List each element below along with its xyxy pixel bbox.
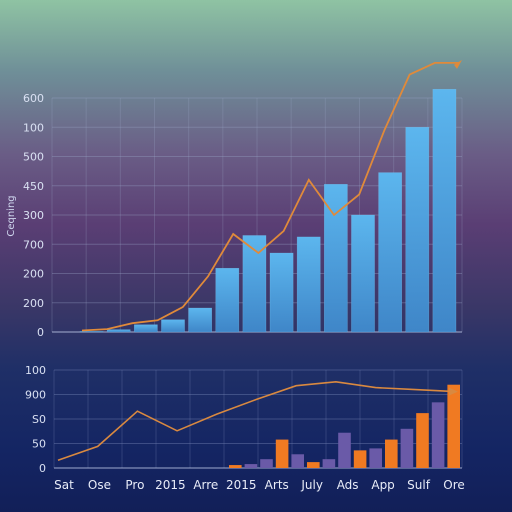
- top-trend-arrowhead: [454, 59, 462, 69]
- bottom-x-tick-label: Sulf: [407, 478, 431, 492]
- top-y-tick-label: 0: [37, 326, 44, 339]
- bottom-x-tick-label: 2015: [226, 478, 257, 492]
- bottom-x-tick-label: Ads: [337, 478, 359, 492]
- bottom-x-tick-label: App: [371, 478, 394, 492]
- bottom-x-tick-label: 2015: [155, 478, 186, 492]
- top-side-label: Ceqning: [6, 195, 17, 236]
- bottom-y-tick-label: 100: [25, 364, 46, 377]
- top-bar: [432, 88, 457, 333]
- bottom-bar: [353, 450, 367, 468]
- top-y-tick-label: 200: [23, 297, 44, 310]
- bottom-x-tick-label: Arre: [193, 478, 218, 492]
- bottom-bar: [447, 384, 460, 468]
- top-bar: [269, 252, 294, 333]
- top-bar: [106, 329, 131, 333]
- top-y-tick-label: 700: [23, 238, 44, 251]
- top-y-tick-label: 600: [23, 92, 44, 105]
- bottom-x-tick-label: Ore: [443, 478, 465, 492]
- bottom-bar: [385, 439, 398, 468]
- bottom-bar: [322, 459, 336, 468]
- bottom-y-tick-label: 900: [25, 389, 46, 402]
- bottom-y-tick-label: 50: [32, 438, 46, 451]
- top-bar: [161, 319, 185, 333]
- top-bar: [134, 324, 158, 333]
- bottom-x-tick-label: Arts: [265, 478, 289, 492]
- bottom-x-tick-label: Pro: [125, 478, 144, 492]
- bottom-bar: [260, 459, 273, 468]
- bottom-x-tick-label: Ose: [88, 478, 111, 492]
- top-bar-chart: 600 100 500 450 300 700 200 200 0 Ceqning: [6, 59, 463, 339]
- bottom-bar-chart: 100 900 S0 50 0 Sat Ose Pro 2015 Arre 2015 Arts July…: [25, 364, 465, 492]
- bottom-trend-arrowhead: [449, 387, 458, 396]
- top-bar: [215, 267, 240, 333]
- top-y-tick-label: 300: [23, 209, 44, 222]
- bottom-bar: [416, 413, 429, 468]
- bottom-bar: [307, 462, 320, 468]
- top-bar: [79, 331, 104, 333]
- bottom-bar: [400, 428, 414, 468]
- top-trend-line: [81, 62, 460, 332]
- top-bar: [296, 236, 321, 333]
- top-bar: [405, 127, 430, 333]
- bottom-bar: [338, 432, 351, 468]
- top-y-tick-label: 450: [23, 180, 44, 193]
- top-y-tick-label: 100: [23, 121, 44, 134]
- top-bar: [188, 307, 212, 333]
- top-bar: [351, 214, 375, 333]
- bottom-bar: [369, 448, 382, 468]
- top-bar: [242, 235, 267, 333]
- bottom-x-tick-label: July: [300, 478, 323, 492]
- bottom-bar: [275, 439, 289, 468]
- bottom-y-tick-label: 0: [39, 462, 46, 475]
- bottom-x-tick-label: Sat: [54, 478, 74, 492]
- bottom-trend-line: [57, 380, 456, 461]
- bottom-y-tick-label: S0: [32, 413, 46, 426]
- top-bar: [324, 184, 348, 333]
- top-y-tick-label: 200: [23, 268, 44, 281]
- bottom-bar: [431, 402, 445, 468]
- top-y-tick-label: 500: [23, 151, 44, 164]
- bottom-bar: [291, 454, 304, 468]
- bottom-bar: [229, 465, 242, 468]
- bottom-bar: [244, 464, 258, 468]
- top-bar: [378, 172, 402, 333]
